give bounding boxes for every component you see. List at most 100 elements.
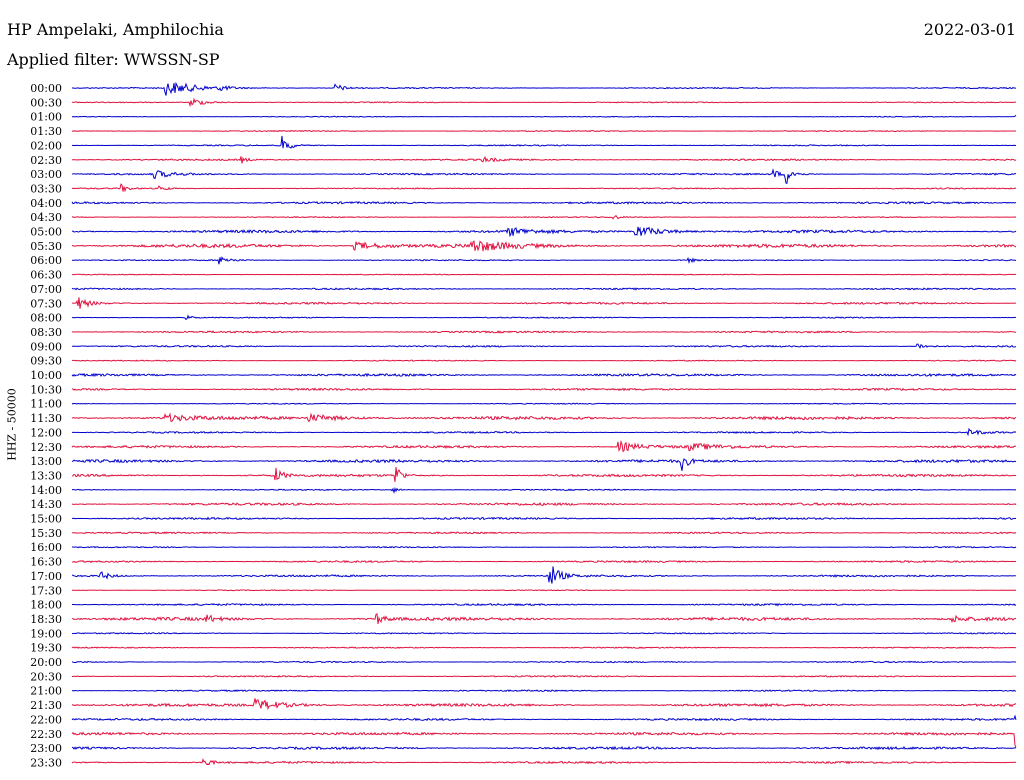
row-time-label: 02:30 [30,154,62,167]
row-time-label: 23:00 [30,742,62,755]
row-time-label: 20:30 [30,670,62,683]
row-time-label: 18:30 [30,613,62,626]
seismic-trace-0830 [71,330,1017,334]
row-time-label: 04:00 [30,197,62,210]
seismic-trace-0400 [71,201,1017,205]
seismic-trace-1700 [71,566,1017,584]
row-time-label: 06:00 [30,254,62,267]
seismic-trace-2330 [71,758,1017,766]
date-label: 2022-03-01 [923,20,1016,39]
seismic-trace-0100 [71,114,1017,118]
station-title: HP Ampelaki, Amphilochia [7,20,224,39]
row-time-label: 04:30 [30,211,62,224]
seismic-trace-1000 [71,372,1017,378]
seismic-trace-1030 [71,387,1017,392]
row-time-label: 21:00 [30,685,62,698]
seismic-trace-1400 [71,486,1017,494]
row-time-label: 00:30 [30,96,62,109]
seismic-trace-1730 [71,589,1017,592]
row-time-label: 05:00 [30,226,62,239]
seismic-trace-2130 [71,698,1017,711]
seismic-trace-0130 [71,129,1017,133]
row-time-label: 12:30 [30,441,62,454]
row-time-label: 13:00 [30,455,62,468]
row-time-label: 06:30 [30,269,62,282]
seismic-trace-0430 [71,214,1017,220]
row-time-label: 09:00 [30,340,62,353]
row-time-label: 11:00 [30,398,62,411]
seismic-trace-2100 [71,689,1017,693]
seismic-trace-1630 [71,559,1017,564]
seismic-trace-1330 [71,466,1017,482]
seismic-trace-2030 [71,674,1017,678]
row-time-label: 21:30 [30,699,62,712]
row-time-label: 08:30 [30,326,62,339]
seismic-trace-2300 [71,745,1017,751]
row-time-label: 03:00 [30,168,62,181]
row-time-label: 20:00 [30,656,62,669]
row-time-label: 23:30 [30,756,62,769]
row-time-label: 09:30 [30,355,62,368]
seismic-trace-1200 [72,427,1017,437]
seismic-trace-1500 [71,516,1017,521]
seismic-trace-2000 [71,660,1017,664]
row-time-label: 15:30 [30,527,62,540]
row-time-label: 19:30 [30,642,62,655]
seismic-trace-2200 [71,714,1017,722]
seismic-trace-1430 [71,502,1017,507]
seismic-trace-0700 [71,287,1017,291]
seismic-trace-2230 [71,731,1017,748]
seismic-trace-0030 [71,97,1017,108]
seismic-trace-0630 [71,273,1017,276]
row-time-label: 00:00 [30,82,62,95]
row-time-label: 15:00 [30,513,62,526]
row-time-label: 17:00 [30,570,62,583]
row-time-label: 19:00 [30,627,62,640]
row-time-label: 12:00 [30,426,62,439]
row-time-label: 17:30 [30,584,62,597]
seismic-trace-0300 [71,168,1017,184]
seismic-trace-0500 [71,226,1017,238]
seismic-trace-0600 [71,256,1017,265]
row-time-label: 07:00 [30,283,62,296]
row-time-label: 08:00 [30,312,62,325]
seismic-trace-1100 [71,402,1017,405]
seismic-trace-0730 [71,297,1017,309]
seismic-trace-1530 [71,531,1017,535]
row-time-label: 22:30 [30,728,62,741]
row-time-label: 01:30 [30,125,62,138]
row-time-label: 18:00 [30,599,62,612]
row-time-label: 03:30 [30,182,62,195]
row-time-label: 14:30 [30,498,62,511]
row-time-label: 13:30 [30,469,62,482]
seismic-trace-0330 [71,183,1017,193]
row-time-label: 22:00 [30,713,62,726]
row-time-label: 07:30 [30,297,62,310]
seismic-trace-0000 [71,81,1017,96]
row-time-label: 05:30 [30,240,62,253]
row-time-label: 10:00 [30,369,62,382]
seismic-trace-1300 [71,458,1017,471]
seismic-trace-1900 [71,632,1017,635]
row-time-label: 16:00 [30,541,62,554]
filter-label: Applied filter: WWSSN-SP [7,50,220,69]
row-time-label: 02:00 [30,139,62,152]
row-time-label: 14:00 [30,484,62,497]
row-time-label: 01:00 [30,111,62,124]
seismic-trace-0800 [71,314,1017,321]
seismic-trace-1230 [71,439,1017,453]
seismic-trace-1130 [71,412,1017,423]
row-time-label: 11:30 [30,412,62,425]
seismic-trace-0230 [71,155,1017,164]
seismic-trace-1930 [71,646,1017,649]
seismic-trace-1600 [71,545,1017,549]
seismic-trace-1830 [71,613,1017,624]
seismic-trace-0530 [71,240,1017,252]
row-time-label: 16:30 [30,556,62,569]
seismic-trace-1800 [71,602,1017,607]
seismic-trace-0200 [71,135,1017,149]
seismic-trace-0900 [71,343,1017,349]
seismic-trace-0930 [71,359,1017,362]
row-time-label: 10:30 [30,383,62,396]
